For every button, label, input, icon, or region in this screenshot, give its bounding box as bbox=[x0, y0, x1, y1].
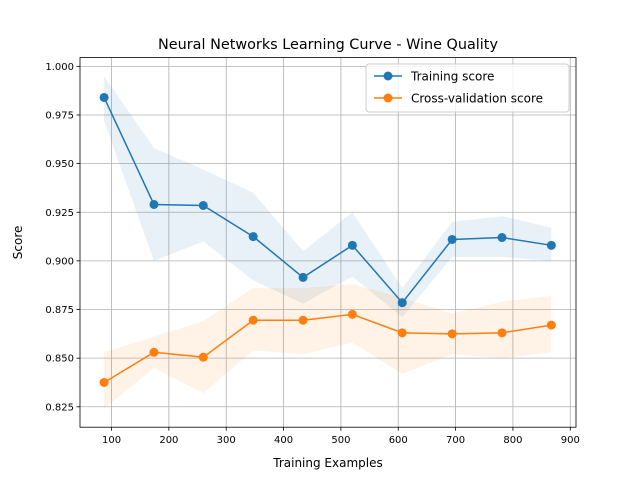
x-tick-label: 700 bbox=[446, 435, 465, 446]
cross-validation-score-band bbox=[104, 284, 552, 409]
x-tick-label: 800 bbox=[503, 435, 522, 446]
x-tick-label: 900 bbox=[561, 435, 580, 446]
y-axis-ticks: 0.825 0.850 0.875 0.900 0.925 0.950 0.975 1.000 bbox=[45, 62, 80, 413]
y-tick-label: 0.825 bbox=[45, 402, 74, 413]
training-score-point bbox=[198, 200, 208, 210]
cross-validation-score-point bbox=[546, 320, 556, 330]
cross-validation-score-point bbox=[347, 309, 357, 319]
y-tick-label: 0.975 bbox=[45, 111, 74, 122]
x-tick-label: 100 bbox=[102, 435, 121, 446]
training-score-line bbox=[103, 97, 552, 304]
training-score-band bbox=[104, 76, 552, 318]
training-score-point bbox=[447, 234, 457, 244]
training-score-point bbox=[497, 233, 507, 243]
legend-cv-marker bbox=[383, 93, 393, 103]
y-tick-label: 1.000 bbox=[45, 62, 74, 73]
cross-validation-score-line bbox=[103, 313, 552, 384]
plot-frame bbox=[79, 57, 577, 428]
series-lines bbox=[103, 97, 552, 384]
legend: Training score Cross-validation score bbox=[365, 63, 570, 113]
chart-title: Neural Networks Learning Curve - Wine Qu… bbox=[158, 37, 498, 53]
x-axis-label: Training Examples bbox=[272, 456, 382, 470]
plot-area bbox=[80, 57, 576, 428]
training-score-point bbox=[248, 232, 258, 242]
score-bands bbox=[104, 76, 552, 409]
cross-validation-score-point bbox=[149, 347, 159, 357]
cross-validation-score-point bbox=[298, 315, 308, 325]
y-tick-label: 0.875 bbox=[45, 305, 74, 316]
x-tick-label: 400 bbox=[274, 435, 293, 446]
legend-box bbox=[365, 63, 570, 113]
cross-validation-score-point bbox=[198, 352, 208, 362]
training-score-point bbox=[397, 298, 407, 308]
x-tick-label: 500 bbox=[331, 435, 350, 446]
training-score-point bbox=[99, 92, 109, 102]
cross-validation-score-point bbox=[397, 328, 407, 338]
cross-validation-score-point bbox=[447, 329, 457, 339]
x-tick-label: 600 bbox=[389, 435, 408, 446]
training-score-point bbox=[546, 240, 556, 250]
y-tick-label: 0.925 bbox=[45, 208, 74, 219]
y-axis-label: Score bbox=[11, 226, 25, 260]
series-markers bbox=[99, 92, 556, 387]
x-tick-label: 200 bbox=[159, 435, 178, 446]
legend-cv-label: Cross-validation score bbox=[411, 92, 543, 106]
y-tick-label: 0.950 bbox=[45, 159, 74, 170]
y-tick-label: 0.850 bbox=[45, 354, 74, 365]
legend-training-marker bbox=[383, 71, 393, 81]
x-axis-ticks: 100 200 300 400 500 600 700 800 900 bbox=[102, 427, 580, 446]
cross-validation-score-point bbox=[497, 328, 507, 338]
cross-validation-score-point bbox=[248, 315, 258, 325]
y-tick-label: 0.900 bbox=[45, 256, 74, 267]
training-score-point bbox=[298, 272, 308, 282]
cross-validation-score-point bbox=[99, 377, 109, 387]
training-score-point bbox=[347, 240, 357, 250]
legend-training-label: Training score bbox=[410, 70, 494, 84]
x-tick-label: 300 bbox=[217, 435, 236, 446]
training-score-point bbox=[149, 199, 159, 209]
